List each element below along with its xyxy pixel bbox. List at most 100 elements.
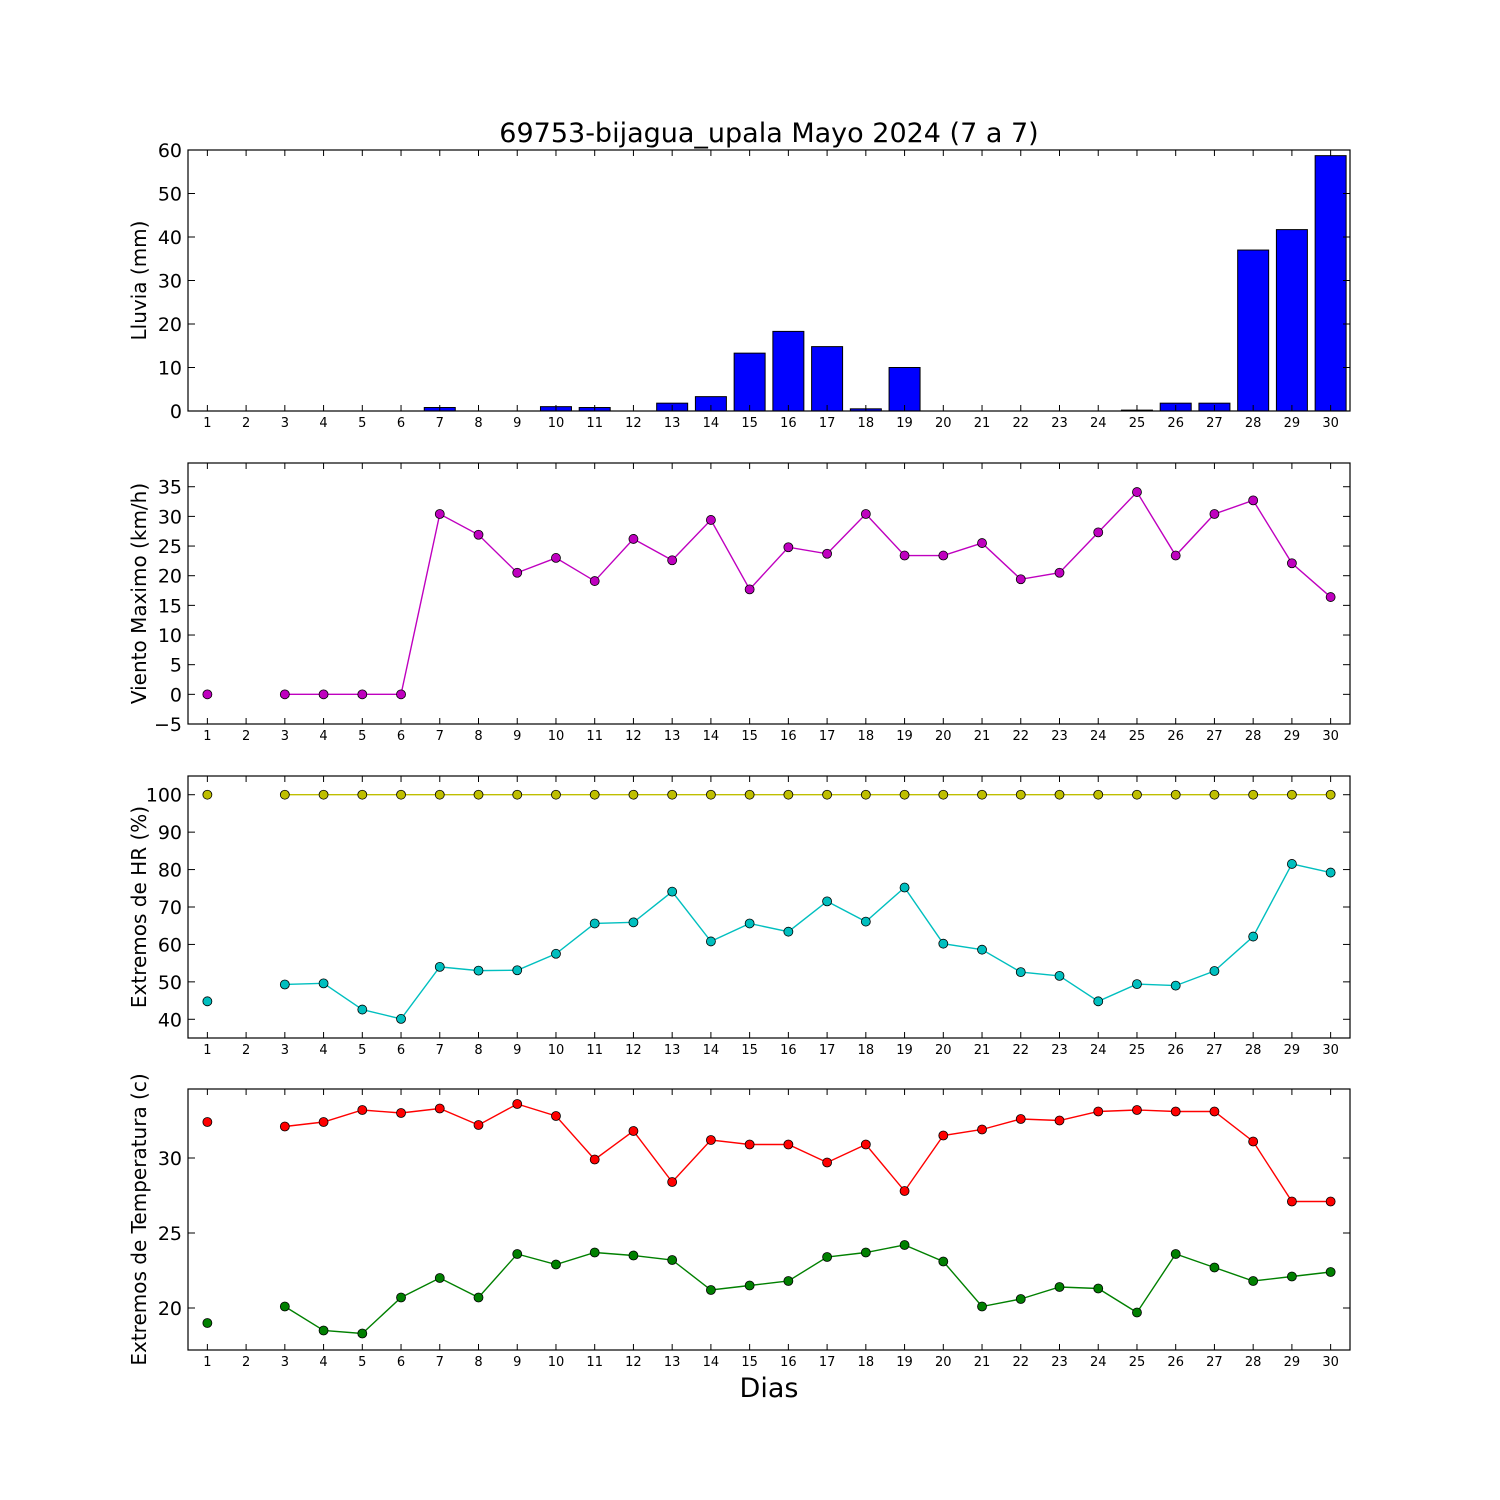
rain-panel-xtick-label: 8 (474, 416, 482, 431)
humidity-panel-ytick-label: 70 (158, 897, 182, 919)
humidity-panel-xtick-label: 28 (1245, 1043, 1262, 1058)
temperature-panel-xtick-label: 29 (1284, 1355, 1301, 1370)
temperature-panel-xtick-label: 9 (513, 1355, 521, 1370)
humidity-panel-xtick-label: 7 (436, 1043, 444, 1058)
rain-panel-xtick-label: 27 (1206, 416, 1223, 431)
temperature-panel-series-1-point-day-13 (667, 1255, 678, 1265)
temperature-panel-series-0-point-day-13 (667, 1177, 678, 1187)
humidity-panel-series-0-point-day-18 (860, 789, 871, 800)
humidity-panel-series-1-point-day-21 (977, 944, 987, 955)
humidity-panel-series-1-point-day-26 (1170, 980, 1181, 991)
temperature-panel-series-1-point-day-3 (279, 1301, 290, 1312)
temperature-panel-series-1-point-day-11 (589, 1247, 600, 1258)
humidity-panel-series-0-point-day-23 (1054, 789, 1065, 800)
wind-panel-series-0-point-day-13 (667, 555, 678, 566)
humidity-panel-series-1-point-day-1 (202, 996, 213, 1007)
humidity-panel-xtick-label: 3 (281, 1043, 289, 1058)
temperature-panel-series-0-point-day-10 (551, 1111, 561, 1121)
wind-panel-xtick-label: 10 (548, 729, 565, 744)
temperature-panel-series-0-point-day-23 (1054, 1115, 1065, 1126)
wind-panel-series-0-point-day-28 (1248, 495, 1259, 506)
temperature-panel-xtick-label: 21 (974, 1355, 991, 1370)
rain-panel-xtick-label: 9 (513, 416, 521, 431)
wind-panel-xtick-label: 1 (203, 729, 211, 744)
wind-panel-xtick-label: 16 (780, 729, 797, 744)
wind-panel-series-0-point-day-3 (279, 689, 290, 700)
rain-panel-xtick-label: 5 (358, 416, 366, 431)
temperature-panel-series-0-point-day-11 (589, 1154, 600, 1165)
wind-panel-xtick-label: 11 (586, 729, 603, 744)
humidity-panel-xtick-label: 4 (319, 1043, 327, 1058)
temperature-panel-xtick-label: 4 (319, 1355, 327, 1370)
humidity-panel-series-1-point-day-11 (589, 918, 600, 929)
humidity-panel-series-0-point-day-27 (1209, 789, 1220, 800)
rain-panel-ytick-label: 0 (170, 401, 182, 423)
wind-panel-series-0-point-day-1 (202, 689, 213, 700)
temperature-panel-series-0-point-day-4 (318, 1117, 329, 1127)
wind-panel-series-0-point-day-16 (783, 542, 794, 553)
rain-panel-xtick-label: 11 (586, 416, 603, 431)
wind-panel-xtick-label: 14 (703, 729, 720, 744)
humidity-panel-series-0-point-day-20 (938, 789, 949, 800)
humidity-panel-series-1-point-day-14 (706, 936, 716, 947)
wind-panel-xtick-label: 28 (1245, 729, 1262, 744)
wind-panel-series-0-point-day-8 (473, 529, 484, 540)
wind-panel-xtick-label: 29 (1284, 729, 1301, 744)
humidity-panel-series-0-point-day-26 (1170, 789, 1181, 800)
wind-panel-series-0-point-day-24 (1093, 527, 1104, 538)
temperature-panel-series-1-point-day-10 (551, 1259, 561, 1270)
humidity-panel-series-0-point-day-11 (589, 789, 600, 800)
humidity-panel-series-0-point-day-8 (473, 789, 484, 800)
temperature-panel-series-1-point-day-4 (318, 1325, 329, 1336)
humidity-panel-series-0-point-day-22 (1015, 789, 1026, 800)
humidity-panel-series-1-point-day-13 (667, 886, 678, 897)
humidity-panel-xtick-label: 20 (935, 1043, 952, 1058)
wind-panel-series-0-point-day-5 (357, 689, 368, 700)
temperature-panel-series-0-point-day-5 (357, 1105, 368, 1115)
humidity-panel-ytick-label: 90 (158, 822, 182, 844)
humidity-panel-xtick-label: 2 (242, 1043, 250, 1058)
wind-panel-series-0-line-1 (284, 490, 1332, 696)
humidity-panel-series-0-point-day-7 (434, 789, 445, 800)
temperature-panel-xtick-label: 26 (1167, 1355, 1184, 1370)
rain-panel-xtick-label: 6 (397, 416, 405, 431)
rain-panel-xtick-label: 28 (1245, 416, 1262, 431)
temperature-panel-xtick-label: 30 (1322, 1355, 1339, 1370)
wind-panel-series-0-point-day-23 (1054, 567, 1065, 578)
humidity-panel-series-1-line-1 (284, 863, 1331, 1020)
humidity-panel-series-0-point-day-5 (357, 789, 368, 800)
rain-panel-ytick-label: 40 (158, 227, 182, 249)
temperature-panel-xtick-label: 23 (1051, 1355, 1068, 1370)
temperature-panel-xtick-label: 27 (1206, 1355, 1223, 1370)
temperature-panel-series-0-point-day-14 (706, 1135, 716, 1145)
temperature-panel-series-0-point-day-29 (1287, 1196, 1297, 1207)
humidity-panel-series-1-point-day-18 (860, 916, 871, 927)
humidity-panel-ytick-label: 100 (146, 785, 182, 807)
temperature-panel-series-1-point-day-9 (512, 1249, 523, 1259)
rain-panel-xtick-label: 18 (858, 416, 875, 431)
temperature-panel-series-1-point-day-15 (744, 1280, 755, 1291)
rain-panel-xtick-label: 30 (1322, 416, 1339, 431)
humidity-panel-series-0-point-day-17 (822, 789, 832, 800)
humidity-panel-series-0-point-day-15 (744, 789, 755, 800)
temperature-panel-xtick-label: 24 (1090, 1355, 1107, 1370)
temperature-panel-series-1-point-day-12 (628, 1250, 639, 1261)
temperature-panel-series-0-point-day-24 (1093, 1106, 1104, 1117)
temperature-panel-series-1-point-day-8 (473, 1292, 484, 1303)
wind-panel-ytick-label: 0 (170, 684, 182, 706)
humidity-panel-xtick-label: 13 (664, 1043, 681, 1058)
humidity-panel-xtick-label: 27 (1206, 1043, 1223, 1058)
temperature-panel-series-0-point-day-7 (434, 1103, 445, 1114)
rain-panel-ytick-label: 60 (158, 140, 182, 162)
temperature-panel-series-1-point-day-22 (1015, 1294, 1026, 1304)
wind-panel-xtick-label: 18 (858, 729, 875, 744)
humidity-panel-series-0-point-day-24 (1093, 789, 1104, 800)
temperature-panel-y-axis-label: Extremos de Temperatura (c) (127, 1073, 151, 1365)
wind-panel-frame (187, 462, 1351, 725)
rain-panel-xtick-label: 21 (974, 416, 991, 431)
temperature-panel-xtick-label: 1 (203, 1355, 211, 1370)
wind-panel-series-0-point-day-15 (744, 584, 755, 595)
temperature-panel-series-1-point-day-16 (783, 1276, 794, 1286)
